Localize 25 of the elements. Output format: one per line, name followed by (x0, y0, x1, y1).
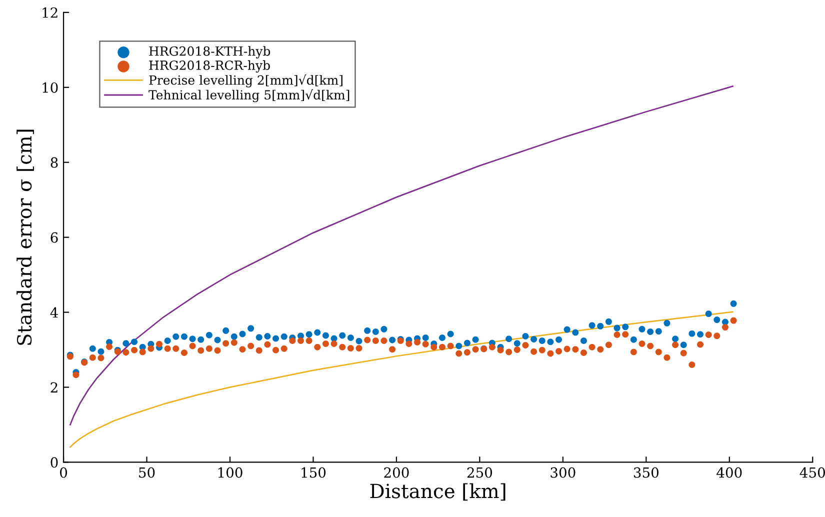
x-tick-label: 350 (634, 467, 658, 478)
x-tick-label: 0 (60, 467, 68, 478)
x-axis-title: Distance [km] (370, 483, 506, 501)
y-tick-label: 10 (42, 82, 58, 93)
legend-label: Tehnical levelling 5[mm]√d[km] (148, 89, 350, 102)
y-tick-label: 2 (50, 382, 58, 393)
y-tick-label: 12 (42, 7, 58, 18)
line-series (69, 311, 734, 448)
x-tick-label: 300 (550, 467, 576, 478)
legend-label: Precise levelling 2[mm]√d[km] (149, 74, 342, 88)
y-tick-label: 6 (50, 232, 58, 243)
x-tick-label: 200 (384, 467, 409, 478)
y-tick-label: 0 (50, 457, 58, 468)
x-tick-label: 250 (467, 467, 492, 478)
line-series (69, 86, 734, 426)
x-tick-label: 450 (800, 467, 825, 478)
x-tick-label: 400 (716, 467, 742, 478)
x-tick-label: 50 (139, 467, 155, 478)
legend-label: HRG2018-RCR-hyb (149, 60, 270, 73)
y-axis-title: Standard error σ [cm] (16, 130, 34, 345)
y-tick-label: 4 (50, 307, 58, 318)
x-tick-label: 150 (302, 467, 326, 478)
x-tick-label: 100 (218, 467, 242, 478)
legend-label: HRG2018-KTH-hyb (149, 46, 270, 58)
y-tick-label: 8 (50, 157, 58, 168)
